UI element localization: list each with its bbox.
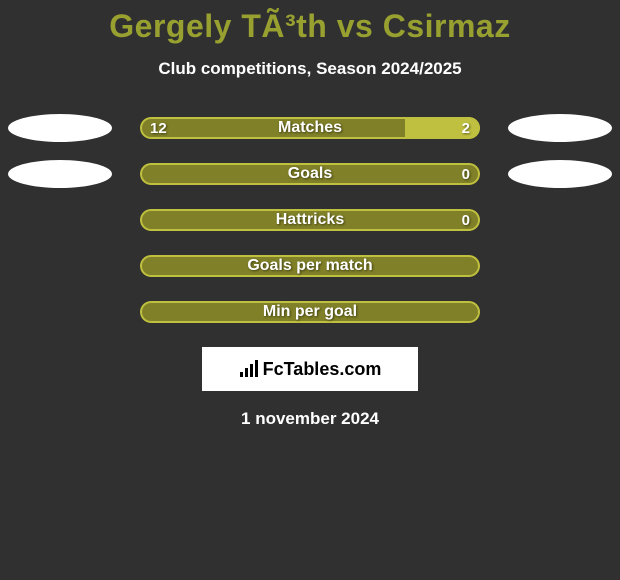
stat-row: Min per goal: [0, 301, 620, 323]
date-text: 1 november 2024: [241, 409, 379, 429]
stat-bar: 122Matches: [140, 117, 480, 139]
stat-row: 122Matches: [0, 117, 620, 139]
logo: FcTables.com: [239, 359, 382, 380]
comparison-infographic: Gergely TÃ³th vs Csirmaz Club competitio…: [0, 0, 620, 429]
player-left-marker: [8, 160, 112, 188]
logo-text: FcTables.com: [263, 359, 382, 380]
stat-row: 0Goals: [0, 163, 620, 185]
chart-area: 122Matches 0Goals 0Hattricks Goals per matc…: [0, 117, 620, 323]
player-left-marker: [8, 114, 112, 142]
bar-left-segment: [140, 163, 480, 185]
stat-bar: Min per goal: [140, 301, 480, 323]
bar-right-segment: [405, 117, 480, 139]
subtitle: Club competitions, Season 2024/2025: [158, 59, 461, 79]
bar-left-segment: [140, 209, 480, 231]
page-title: Gergely TÃ³th vs Csirmaz: [109, 8, 510, 45]
bar-left-segment: [140, 255, 480, 277]
stat-bar: 0Hattricks: [140, 209, 480, 231]
logo-box: FcTables.com: [202, 347, 418, 391]
bar-chart-icon: [239, 360, 259, 378]
bar-left-segment: [140, 301, 480, 323]
stat-row: 0Hattricks: [0, 209, 620, 231]
stat-bar: 0Goals: [140, 163, 480, 185]
stat-row: Goals per match: [0, 255, 620, 277]
player-right-marker: [508, 114, 612, 142]
stat-bar: Goals per match: [140, 255, 480, 277]
bar-left-segment: [140, 117, 405, 139]
player-right-marker: [508, 160, 612, 188]
